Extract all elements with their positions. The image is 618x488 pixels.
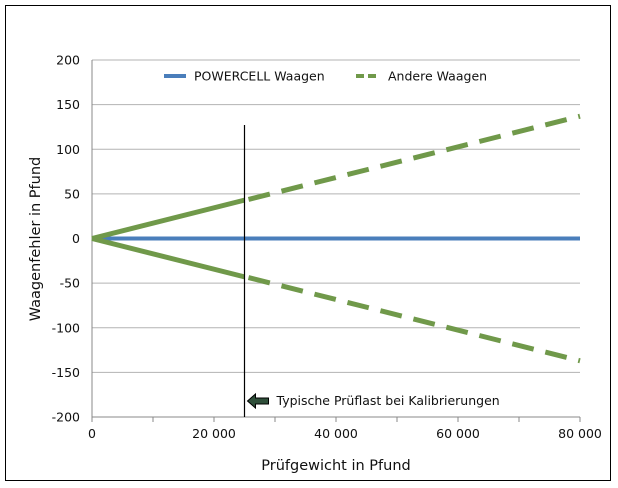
left-arrow-icon: [246, 392, 269, 410]
x-tick-label: 20 000: [192, 426, 236, 441]
y-tick-label: 50: [64, 186, 80, 201]
y-tick-label: -100: [52, 320, 80, 335]
legend-label: Andere Waagen: [388, 69, 487, 84]
series-line-andere-solid: [91, 236, 246, 280]
y-tick-label: 200: [56, 53, 80, 68]
x-tick-label: 60 000: [436, 426, 480, 441]
x-tick-label: 0: [88, 426, 96, 441]
x-axis-title: Prüfgewicht in Pfund: [261, 458, 410, 474]
annotation-text: Typische Prüflast bei Kalibrierungen: [276, 393, 500, 408]
series-line-andere-dashed: [247, 113, 581, 202]
y-tick-label: 100: [56, 142, 80, 157]
axes: [91, 60, 581, 422]
legend-label: POWERCELL Waagen: [194, 69, 325, 84]
y-tick-label: -150: [52, 365, 80, 380]
y-tick-label: 0: [72, 231, 80, 246]
x-tick-label: 40 000: [314, 426, 358, 441]
x-tick-label: 80 000: [558, 426, 602, 441]
series-line-andere-dashed: [247, 275, 581, 364]
y-axis-title: Waagenfehler in Pfund: [28, 157, 44, 322]
series-line-andere-solid: [91, 197, 246, 241]
legend: POWERCELL Waagen Andere Waagen: [164, 69, 487, 84]
tick-labels: 200 150 100 50 0 -50 -100 -150 -200 0 20 000 40 000…: [52, 53, 602, 442]
y-tick-label: -50: [60, 276, 80, 291]
y-tick-label: -200: [52, 410, 80, 425]
annotation: Typische Prüflast bei Kalibrierungen: [243, 125, 500, 417]
data-series: [91, 113, 581, 364]
y-tick-label: 150: [56, 97, 80, 112]
